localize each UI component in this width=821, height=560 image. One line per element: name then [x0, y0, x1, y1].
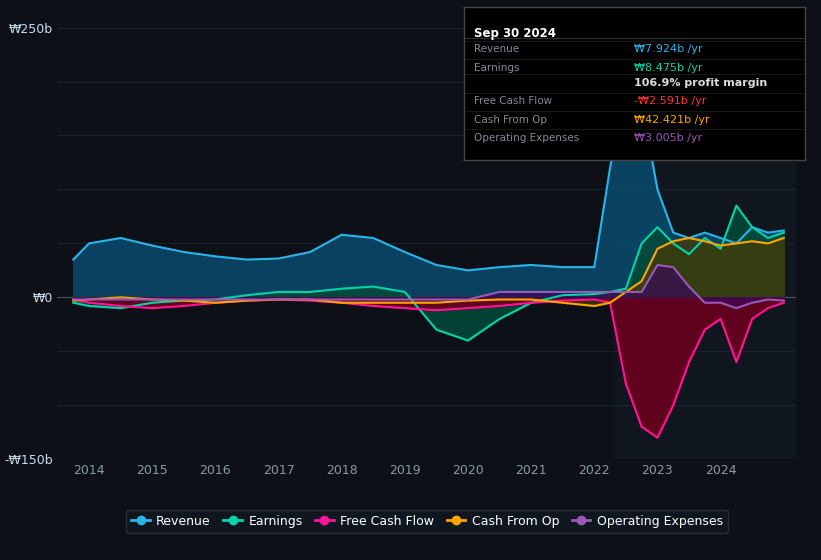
Text: 106.9% profit margin: 106.9% profit margin	[635, 78, 768, 88]
Text: Earnings: Earnings	[474, 63, 520, 73]
Text: Revenue: Revenue	[474, 44, 519, 54]
Text: Operating Expenses: Operating Expenses	[474, 133, 580, 143]
Text: Free Cash Flow: Free Cash Flow	[474, 96, 553, 106]
Text: ₩8.475b /yr: ₩8.475b /yr	[635, 63, 703, 73]
Text: Cash From Op: Cash From Op	[474, 115, 547, 124]
Bar	[613, 17, 796, 459]
Text: ₩7.924b /yr: ₩7.924b /yr	[635, 44, 703, 54]
Text: ₩3.005b /yr: ₩3.005b /yr	[635, 133, 702, 143]
Text: ₩42.421b /yr: ₩42.421b /yr	[635, 115, 710, 124]
Legend: Revenue, Earnings, Free Cash Flow, Cash From Op, Operating Expenses: Revenue, Earnings, Free Cash Flow, Cash …	[126, 510, 727, 533]
Text: -₩2.591b /yr: -₩2.591b /yr	[635, 96, 707, 106]
Text: Sep 30 2024: Sep 30 2024	[474, 27, 556, 40]
